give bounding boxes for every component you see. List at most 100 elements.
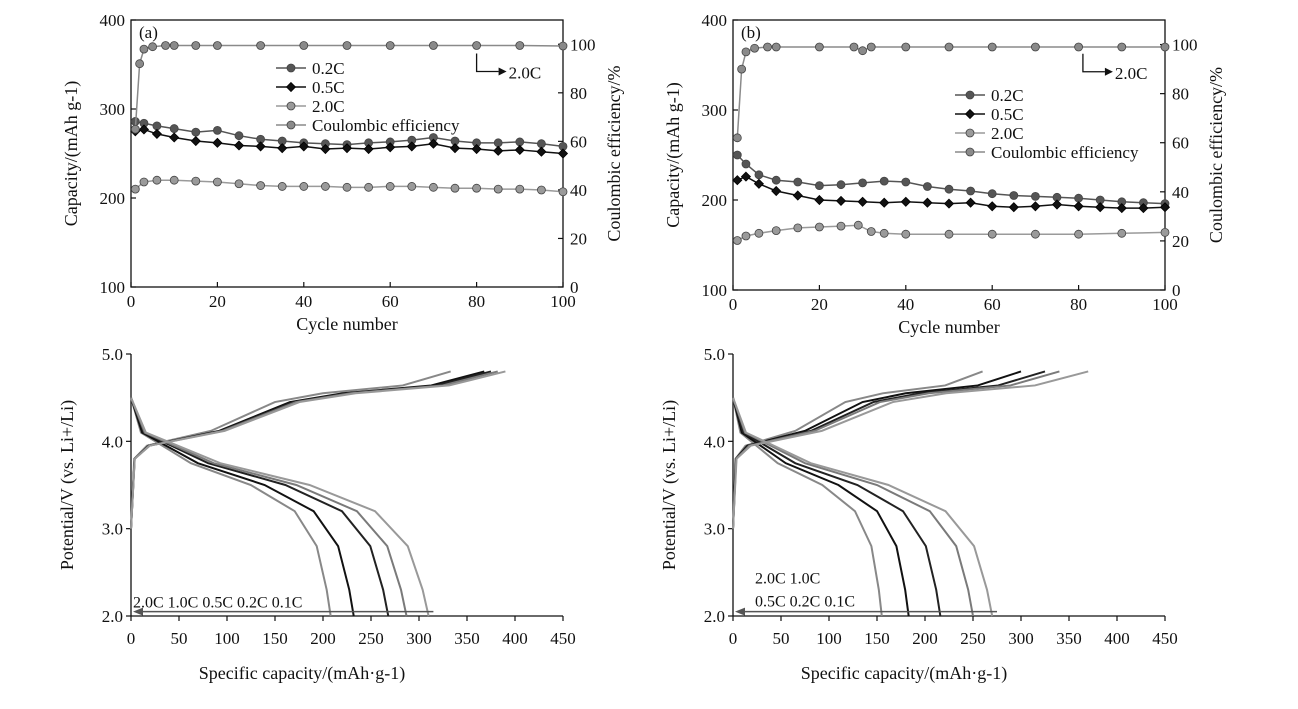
x-axis-label: Specific capacity/(mAh·g-1): [199, 663, 405, 684]
data-point: [879, 228, 889, 238]
series-0-2c: [732, 150, 1170, 209]
data-point: [879, 197, 890, 208]
data-point: [737, 64, 747, 74]
data-point: [450, 183, 460, 193]
legend-entry: 0.5C: [312, 78, 345, 97]
x-tick-label: 50: [773, 629, 790, 648]
y-tick-label: 5.0: [704, 345, 725, 364]
cycling-panel-0: 0 20 40 60 80 100 100 200 300 400 0 20 40 60 80 100 Cycl…: [61, 11, 624, 334]
legend-marker: [964, 108, 976, 120]
cycling-panel-1: 0 20 40 60 80 100 100 200 300 400 0 20 40 60 80 100 Cycl…: [663, 11, 1226, 337]
x-tick-label: 300: [1008, 629, 1034, 648]
x-tick-label: 150: [864, 629, 890, 648]
data-point: [515, 41, 525, 50]
data-point: [191, 176, 201, 186]
data-point: [1031, 229, 1040, 239]
charge-curve: [732, 370, 983, 529]
rate-arrowhead: [133, 607, 143, 616]
data-point: [944, 42, 954, 52]
y2-tick-label: 0: [1172, 281, 1181, 300]
y2-axis-label: Coulombic efficiency/%: [604, 65, 624, 241]
series-line: [135, 128, 564, 155]
x-tick-label: 200: [310, 629, 336, 648]
data-point: [1031, 191, 1040, 201]
y-axis-label: Capacity/(mAh g-1): [663, 82, 684, 227]
x-axis-label: Cycle number: [898, 317, 999, 337]
data-point: [471, 143, 482, 155]
data-point: [449, 143, 461, 154]
x-tick-label: 300: [406, 629, 432, 648]
data-point: [212, 41, 222, 50]
data-point: [987, 189, 997, 199]
data-point: [130, 124, 140, 134]
x-tick-label: 40: [897, 295, 914, 314]
data-point: [493, 138, 503, 148]
data-point: [428, 41, 438, 50]
data-point: [557, 148, 569, 159]
y2-tick-label: 60: [1172, 134, 1189, 153]
data-point: [169, 124, 179, 133]
data-point: [341, 143, 353, 154]
x-tick-label: 0: [127, 629, 136, 648]
data-point: [753, 178, 764, 189]
data-point: [771, 185, 782, 197]
curve-0-1C: [130, 370, 506, 617]
data-point: [900, 196, 911, 207]
rate-labels: 2.0C 1.0C: [755, 571, 820, 588]
data-point: [1051, 199, 1063, 210]
y-tick-label: 400: [100, 11, 126, 30]
data-point: [277, 143, 288, 154]
x-tick-label: 20: [209, 292, 226, 311]
data-point: [135, 59, 145, 69]
y-tick-label: 3.0: [102, 520, 123, 539]
data-point: [191, 127, 201, 137]
data-point: [793, 223, 803, 233]
discharge-curve: [130, 397, 332, 617]
data-point: [1117, 42, 1127, 52]
y-axis-label: Potential/V (vs. Li+/Li): [659, 400, 680, 570]
series-line: [737, 175, 1166, 209]
data-point: [428, 138, 439, 149]
x-tick-label: 400: [1104, 629, 1130, 648]
data-point: [1030, 201, 1041, 212]
data-point: [858, 46, 867, 56]
y-tick-label: 300: [702, 101, 728, 120]
y-tick-label: 400: [702, 11, 728, 30]
data-point: [472, 41, 482, 50]
data-point: [212, 137, 223, 148]
data-point: [234, 179, 244, 189]
annotation-arrow: [1082, 53, 1105, 73]
x-tick-label: 350: [1056, 629, 1082, 648]
data-point: [923, 182, 932, 191]
rate-arrowhead: [735, 607, 745, 616]
series-line: [135, 120, 564, 148]
data-point: [536, 146, 547, 157]
data-point: [212, 125, 222, 135]
annotation-2c: 2.0C: [475, 53, 541, 82]
data-point: [139, 177, 149, 187]
data-point: [138, 124, 150, 135]
discharge-curve: [130, 397, 390, 617]
discharge-curve: [130, 397, 430, 617]
data-point: [987, 229, 997, 239]
data-point: [255, 141, 266, 152]
curve-1-0C: [130, 370, 485, 617]
data-point: [901, 229, 911, 239]
data-point: [879, 176, 889, 186]
data-point: [148, 42, 158, 52]
data-point: [965, 197, 976, 208]
data-point: [191, 41, 201, 50]
x-tick-label: 20: [811, 295, 828, 314]
voltage-panel-3: 0 50 100 150 200 250 300 350 400 450 2.0 3.0 4.0 5.0 S…: [659, 345, 1178, 684]
discharge-curve: [732, 397, 994, 617]
data-point: [169, 41, 179, 50]
annotation-arrowhead: [1104, 67, 1113, 76]
data-point: [901, 177, 911, 187]
y2-tick-label: 100: [570, 35, 596, 54]
discharge-curve: [130, 397, 355, 617]
data-point: [849, 42, 859, 52]
data-point: [320, 143, 331, 155]
series-line: [736, 46, 1165, 138]
data-point: [385, 142, 396, 153]
